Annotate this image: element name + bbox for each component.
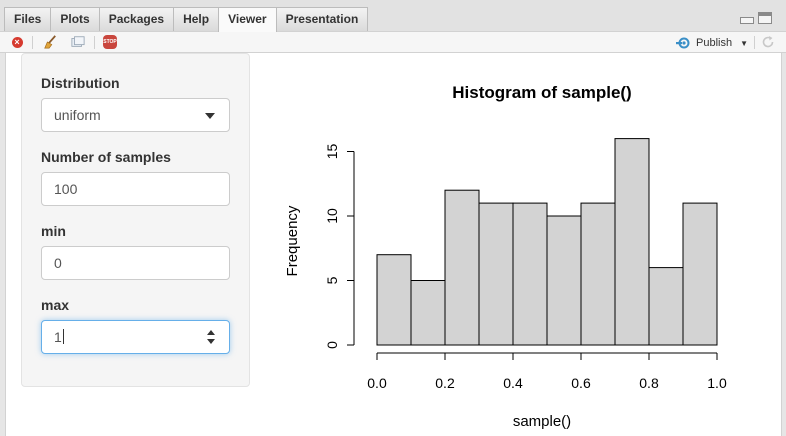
y-tick-label: 15 <box>324 144 340 160</box>
histogram-bar <box>546 215 582 346</box>
publish-icon <box>676 37 690 49</box>
histogram-bar <box>444 189 480 346</box>
sidebar-panel: Distribution uniform Number of samples 1… <box>21 53 250 387</box>
show-in-window-icon[interactable] <box>71 35 85 49</box>
clear-broom-icon[interactable] <box>43 35 57 49</box>
number-spinner[interactable] <box>206 330 216 344</box>
y-axis: 0 5 10 15 <box>324 144 355 349</box>
tab-files[interactable]: Files <box>4 7 52 31</box>
samples-value: 100 <box>54 181 78 197</box>
maximize-pane-icon[interactable] <box>758 12 772 24</box>
publish-label: Publish <box>696 37 733 49</box>
histogram-bar <box>682 202 718 346</box>
x-tick-label: 0.6 <box>571 375 591 391</box>
remove-viewer-icon[interactable]: × <box>10 35 24 49</box>
distribution-select[interactable]: uniform <box>41 98 230 132</box>
tab-presentation[interactable]: Presentation <box>275 7 369 31</box>
tab-strip: Files Plots Packages Help Viewer Presentation <box>4 7 369 32</box>
text-cursor <box>62 329 64 345</box>
y-axis-label: Frequency <box>284 205 301 276</box>
distribution-value: uniform <box>54 107 101 123</box>
max-label: max <box>41 297 70 313</box>
refresh-icon[interactable] <box>761 35 775 49</box>
tab-viewer[interactable]: Viewer <box>218 7 277 32</box>
viewer-toolbar: × STOP Publish ▼ <box>0 31 786 53</box>
stop-icon[interactable]: STOP <box>103 35 117 49</box>
histogram-bar <box>376 254 412 346</box>
toolbar-separator <box>32 36 33 49</box>
histogram-bar <box>410 280 446 346</box>
x-tick-label: 0.8 <box>639 375 659 391</box>
x-axis: 0.0 0.2 0.4 0.6 0.8 1.0 <box>367 352 727 391</box>
minimize-pane-icon[interactable] <box>740 17 754 24</box>
max-input[interactable]: 1 <box>41 320 230 354</box>
y-tick-label: 10 <box>324 208 340 224</box>
chart-title: Histogram of sample() <box>452 83 631 102</box>
histogram-bar <box>580 202 616 346</box>
bars-group <box>376 138 718 346</box>
min-input[interactable]: 0 <box>41 246 230 280</box>
tab-plots[interactable]: Plots <box>50 7 100 31</box>
x-tick-label: 0.0 <box>367 375 387 391</box>
spin-up-icon[interactable] <box>207 330 215 335</box>
tab-packages[interactable]: Packages <box>98 7 175 31</box>
samples-input[interactable]: 100 <box>41 172 230 206</box>
pane-tab-bar: Files Plots Packages Help Viewer Presentation <box>0 0 786 32</box>
histogram-bar <box>478 202 514 346</box>
x-tick-label: 0.2 <box>435 375 455 391</box>
histogram-plot: Histogram of sample() 0.0 0.2 0.4 0.6 0.8 1.0… <box>284 83 727 430</box>
min-label: min <box>41 223 66 239</box>
x-tick-label: 0.4 <box>503 375 523 391</box>
spin-down-icon[interactable] <box>207 339 215 344</box>
y-tick-label: 0 <box>324 341 340 349</box>
histogram-bar <box>614 138 650 346</box>
x-tick-label: 1.0 <box>707 375 727 391</box>
histogram-bar <box>648 267 684 346</box>
publish-button[interactable]: Publish ▼ <box>676 35 748 51</box>
dropdown-caret-icon <box>205 113 215 119</box>
publish-dropdown-icon[interactable]: ▼ <box>740 38 748 48</box>
distribution-label: Distribution <box>41 75 120 91</box>
max-value: 1 <box>54 329 62 345</box>
toolbar-separator <box>754 36 755 49</box>
samples-label: Number of samples <box>41 149 171 165</box>
histogram-bar <box>512 202 548 346</box>
tab-help[interactable]: Help <box>173 7 220 31</box>
toolbar-separator <box>94 36 95 49</box>
min-value: 0 <box>54 255 62 271</box>
x-axis-label: sample() <box>513 413 571 430</box>
y-tick-label: 5 <box>324 276 340 284</box>
viewer-content: Distribution uniform Number of samples 1… <box>5 53 782 436</box>
